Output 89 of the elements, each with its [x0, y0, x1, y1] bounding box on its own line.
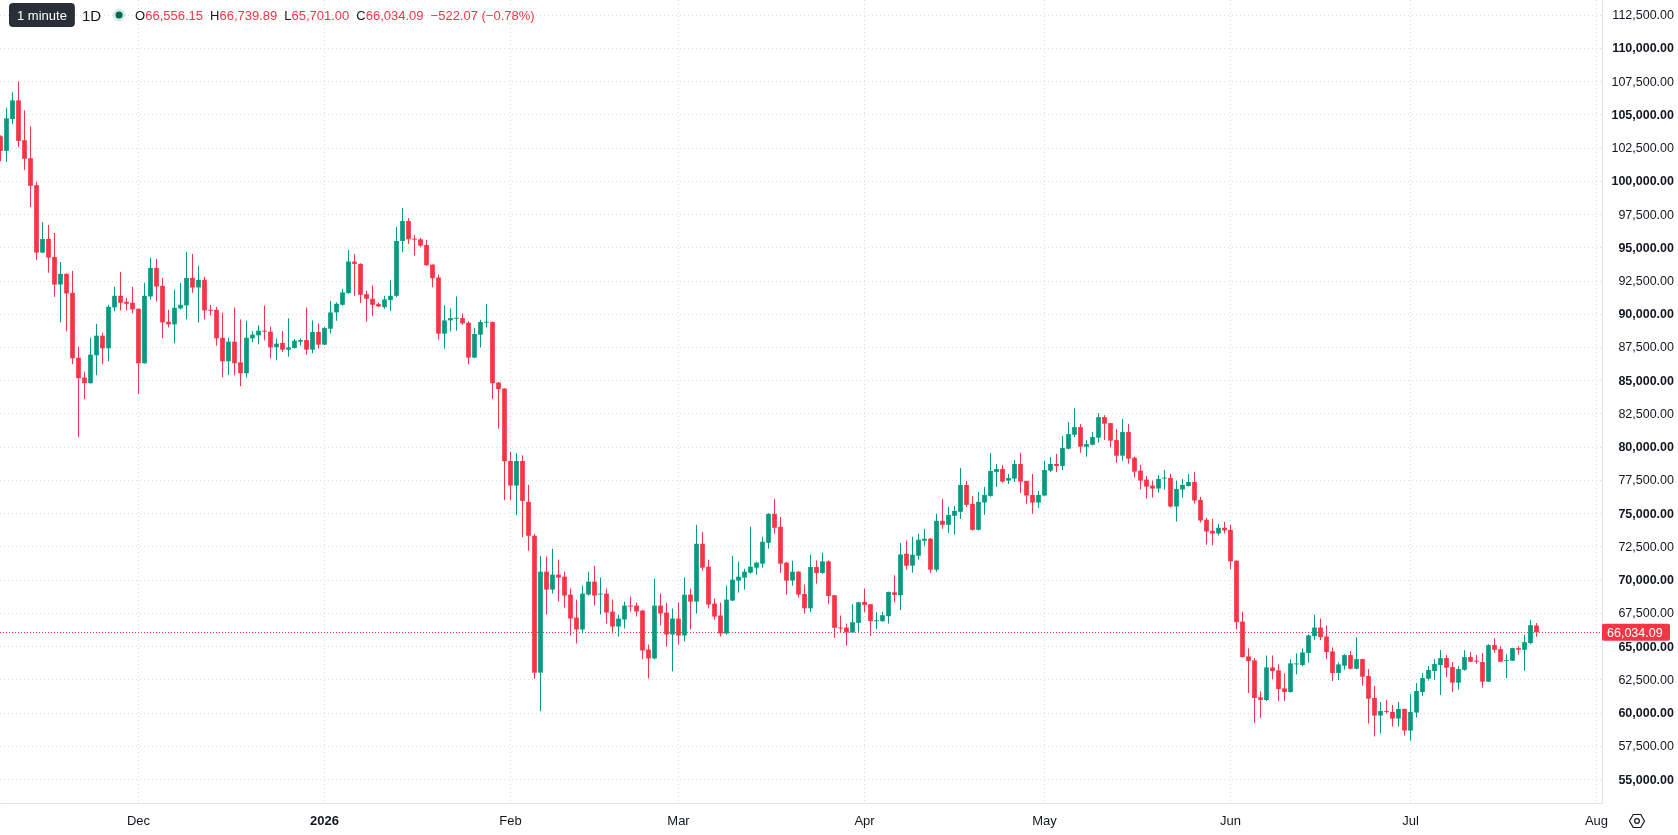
candlestick: [892, 574, 897, 603]
x-tick-label: Jun: [1220, 813, 1241, 829]
y-tick-label: 70,000.00: [1618, 573, 1675, 588]
candlestick: [58, 261, 63, 323]
annotation: −522.07 (−0.78%): [430, 8, 535, 23]
candlestick: [112, 286, 117, 312]
y-tick-label: 67,500.00: [1618, 606, 1675, 621]
candlestick: [790, 560, 795, 587]
y-tick-label: 107,500.00: [1611, 74, 1675, 89]
x-tick-label: Mar: [667, 813, 691, 829]
chart-title: 1D: [81, 6, 102, 24]
candlestick: [196, 265, 201, 323]
candlestick: [688, 588, 693, 630]
candlestick: [544, 556, 549, 616]
candlestick: [1396, 701, 1401, 728]
y-tick-label: 65,000.00: [1618, 639, 1675, 654]
y-tick-label: 55,000.00: [1618, 772, 1675, 787]
annotation: L65,701.00: [284, 8, 350, 23]
candlestick: [76, 346, 81, 438]
y-tick-label: 87,500.00: [1618, 340, 1675, 355]
candlestick: [598, 577, 603, 616]
candlestick: [496, 381, 501, 430]
candlestick: [1378, 701, 1383, 735]
y-tick-label: 60,000.00: [1618, 706, 1675, 721]
y-tick-label: 102,500.00: [1611, 141, 1675, 156]
candlestick: [64, 272, 69, 332]
x-tick-label: Jul: [1402, 813, 1419, 829]
y-tick-label: 112,500.00: [1612, 8, 1675, 23]
candlestick: [1120, 418, 1125, 462]
x-tick-label: May: [1032, 813, 1058, 829]
candlestick: [592, 565, 597, 607]
candlestick: [190, 253, 195, 294]
candlestick: [1354, 636, 1359, 670]
x-tick-label: Feb: [499, 813, 522, 829]
candlestick: [256, 324, 261, 345]
y-tick-label: 57,500.00: [1618, 739, 1675, 754]
candlestick: [94, 323, 99, 376]
candlestick: [220, 312, 225, 378]
candlestick: [304, 306, 309, 356]
candlestick: [400, 207, 405, 253]
candlestick: [1402, 708, 1407, 737]
y-tick-label: 100,000.00: [1611, 174, 1675, 189]
candlestick: [1480, 652, 1485, 689]
x-tick-label: Apr: [854, 813, 876, 829]
candlestick: [316, 322, 321, 350]
candlestick: [406, 217, 411, 245]
candlestick: [1162, 469, 1167, 491]
annotation: 1 minute: [17, 8, 67, 23]
candlestick: [40, 221, 45, 254]
candlestick: [352, 253, 357, 297]
annotation: O66,556.15: [135, 8, 204, 23]
y-tick-label: 82,500.00: [1618, 406, 1675, 421]
candlestick: [280, 330, 285, 353]
candlestick: [100, 332, 105, 365]
y-tick-label: 110,000.00: [1612, 41, 1675, 56]
annotation: H66,739.89: [210, 8, 278, 23]
candlestick: [1078, 423, 1083, 454]
y-tick-label: 85,000.00: [1618, 373, 1675, 388]
ref-line-label: 66,034.09: [1607, 625, 1663, 640]
candlestick: [814, 559, 819, 585]
candlestick: [1204, 517, 1209, 546]
y-tick-label: 97,500.00: [1618, 207, 1675, 222]
x-tick-label: 2026: [310, 813, 339, 829]
candlestick: [1384, 699, 1389, 715]
candlestick: [442, 304, 447, 350]
candlestick: [550, 548, 555, 595]
candlestick: [820, 552, 825, 575]
candlestick: [1390, 704, 1395, 728]
y-tick-label: 105,000.00: [1611, 107, 1675, 122]
x-tick-label: Aug: [1584, 813, 1609, 829]
candlestick: [310, 319, 315, 354]
candlestick: [904, 540, 909, 571]
annotation: C66,034.09: [356, 8, 424, 23]
candlestick: [226, 337, 231, 376]
y-tick-label: 80,000.00: [1618, 440, 1675, 455]
y-tick-label: 62,500.00: [1618, 672, 1675, 687]
y-tick-label: 77,500.00: [1618, 473, 1675, 488]
x-tick-label: Dec: [126, 813, 151, 829]
candlestick: [268, 326, 273, 359]
candlestick: [82, 371, 87, 400]
y-tick-label: 92,500.00: [1618, 274, 1675, 289]
candlestick: [172, 289, 177, 344]
candlestick: [670, 608, 675, 672]
y-tick-label: 90,000.00: [1618, 307, 1675, 322]
candlestick: [940, 498, 945, 530]
candlestick: [262, 304, 267, 341]
y-tick-label: 75,000.00: [1618, 506, 1675, 521]
y-tick-label: 95,000.00: [1618, 240, 1675, 255]
y-tick-label: 72,500.00: [1618, 539, 1675, 554]
